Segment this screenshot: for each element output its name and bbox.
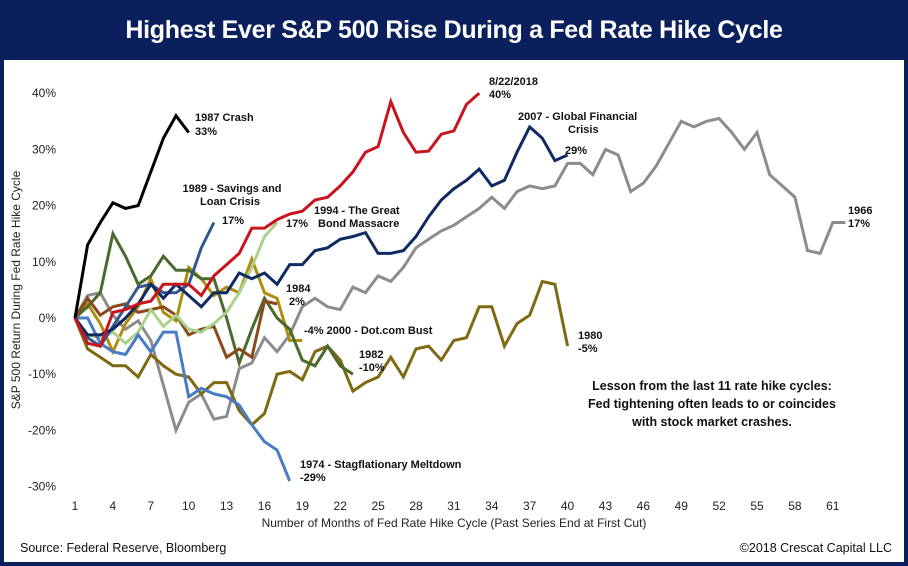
x-axis-ticks: 1 4 7 10 13 16 19 22 25 28 31 34 37 40 43 46 49 52 55 58 61	[72, 499, 840, 513]
series-annotation: 8/22/2018	[489, 76, 538, 88]
series-line-1989-savings-and-loan-crisis	[73, 221, 216, 349]
series-annotation: 17%	[222, 215, 244, 227]
lesson-line-1: Lesson from the last 11 rate hike cycles…	[592, 379, 832, 393]
series-line-1982	[74, 229, 354, 376]
y-axis-title: S&P 500 Return During Fed Rate Hike Cycl…	[9, 170, 23, 409]
series-lines	[73, 92, 846, 482]
series-annotation: 2007 - Global Financial	[518, 111, 637, 123]
copyright-note: ©2018 Crescat Capital LLC	[740, 541, 892, 555]
series-annotation: Crisis	[568, 124, 599, 136]
x-tick-label: 22	[334, 499, 348, 513]
series-annotation: Loan Crisis	[200, 196, 260, 208]
x-axis-title: Number of Months of Fed Rate Hike Cycle …	[262, 516, 647, 530]
x-tick-label: 46	[637, 499, 651, 513]
x-tick-label: 37	[523, 499, 537, 513]
x-tick-label: 43	[599, 499, 613, 513]
y-tick-label: -20%	[28, 423, 56, 437]
x-tick-label: 28	[409, 499, 423, 513]
x-tick-label: 31	[447, 499, 461, 513]
series-annotation: 1974 - Stagflationary Meltdown	[300, 459, 462, 471]
series-annotation: -5%	[578, 343, 598, 355]
series-annotation: 1982	[359, 349, 383, 361]
x-tick-label: 40	[561, 499, 575, 513]
y-tick-label: 10%	[32, 255, 56, 269]
x-tick-label: 4	[110, 499, 117, 513]
source-note: Source: Federal Reserve, Bloomberg	[20, 541, 226, 555]
y-tick-label: 30%	[32, 142, 56, 156]
x-tick-label: 19	[296, 499, 310, 513]
lesson-line-3: with stock market crashes.	[631, 415, 792, 429]
x-tick-label: 13	[220, 499, 234, 513]
lesson-line-2: Fed tightening often leads to or coincid…	[588, 397, 836, 411]
series-line-1984	[73, 295, 278, 360]
y-tick-label: 40%	[32, 86, 56, 100]
series-annotation: 40%	[489, 89, 511, 101]
series-annotation: 1966	[848, 205, 872, 217]
series-annotation: -4% 2000 - Dot.com Bust	[304, 325, 433, 337]
x-tick-label: 61	[826, 499, 840, 513]
y-tick-label: 20%	[32, 199, 56, 213]
series-line-1966	[73, 116, 846, 435]
chart-title: Highest Ever S&P 500 Rise During a Fed R…	[125, 15, 783, 44]
series-annotation: 1994 - The Great	[314, 205, 400, 217]
series-annotation: 1984	[286, 283, 311, 295]
y-tick-label: 0%	[39, 311, 57, 325]
x-tick-label: 34	[485, 499, 499, 513]
series-line-1974-stagflationary-meltdown	[75, 316, 292, 482]
x-tick-label: 7	[147, 499, 154, 513]
x-tick-label: 1	[72, 499, 79, 513]
series-annotation: Bond Massacre	[318, 218, 399, 230]
series-line-8-22-2018	[73, 92, 481, 348]
x-tick-label: 55	[750, 499, 764, 513]
series-annotation: -29%	[300, 472, 326, 484]
series-annotation: -10%	[359, 362, 385, 374]
x-tick-label: 25	[371, 499, 385, 513]
x-tick-label: 49	[675, 499, 689, 513]
series-annotation: 17%	[848, 218, 870, 230]
title-bar: Highest Ever S&P 500 Rise During a Fed R…	[0, 0, 908, 60]
series-annotation: 33%	[195, 126, 217, 138]
series-annotation: 29%	[565, 145, 587, 157]
series-annotation: 1989 - Savings and	[182, 183, 281, 195]
x-tick-label: 58	[788, 499, 802, 513]
x-tick-label: 16	[258, 499, 272, 513]
series-line-1987-crash	[73, 112, 190, 319]
x-tick-label: 10	[182, 499, 196, 513]
series-annotation: 2%	[289, 296, 305, 308]
series-annotation: 1987 Crash	[195, 112, 254, 124]
y-tick-label: -30%	[28, 480, 56, 494]
x-tick-label: 52	[712, 499, 726, 513]
y-axis-ticks: 40% 30% 20% 10% 0% -10% -20% -30%	[28, 86, 56, 493]
y-tick-label: -10%	[28, 367, 56, 381]
series-annotation: 17%	[286, 218, 308, 230]
series-annotation: 1980	[578, 330, 602, 342]
series-line-1980	[73, 279, 570, 427]
